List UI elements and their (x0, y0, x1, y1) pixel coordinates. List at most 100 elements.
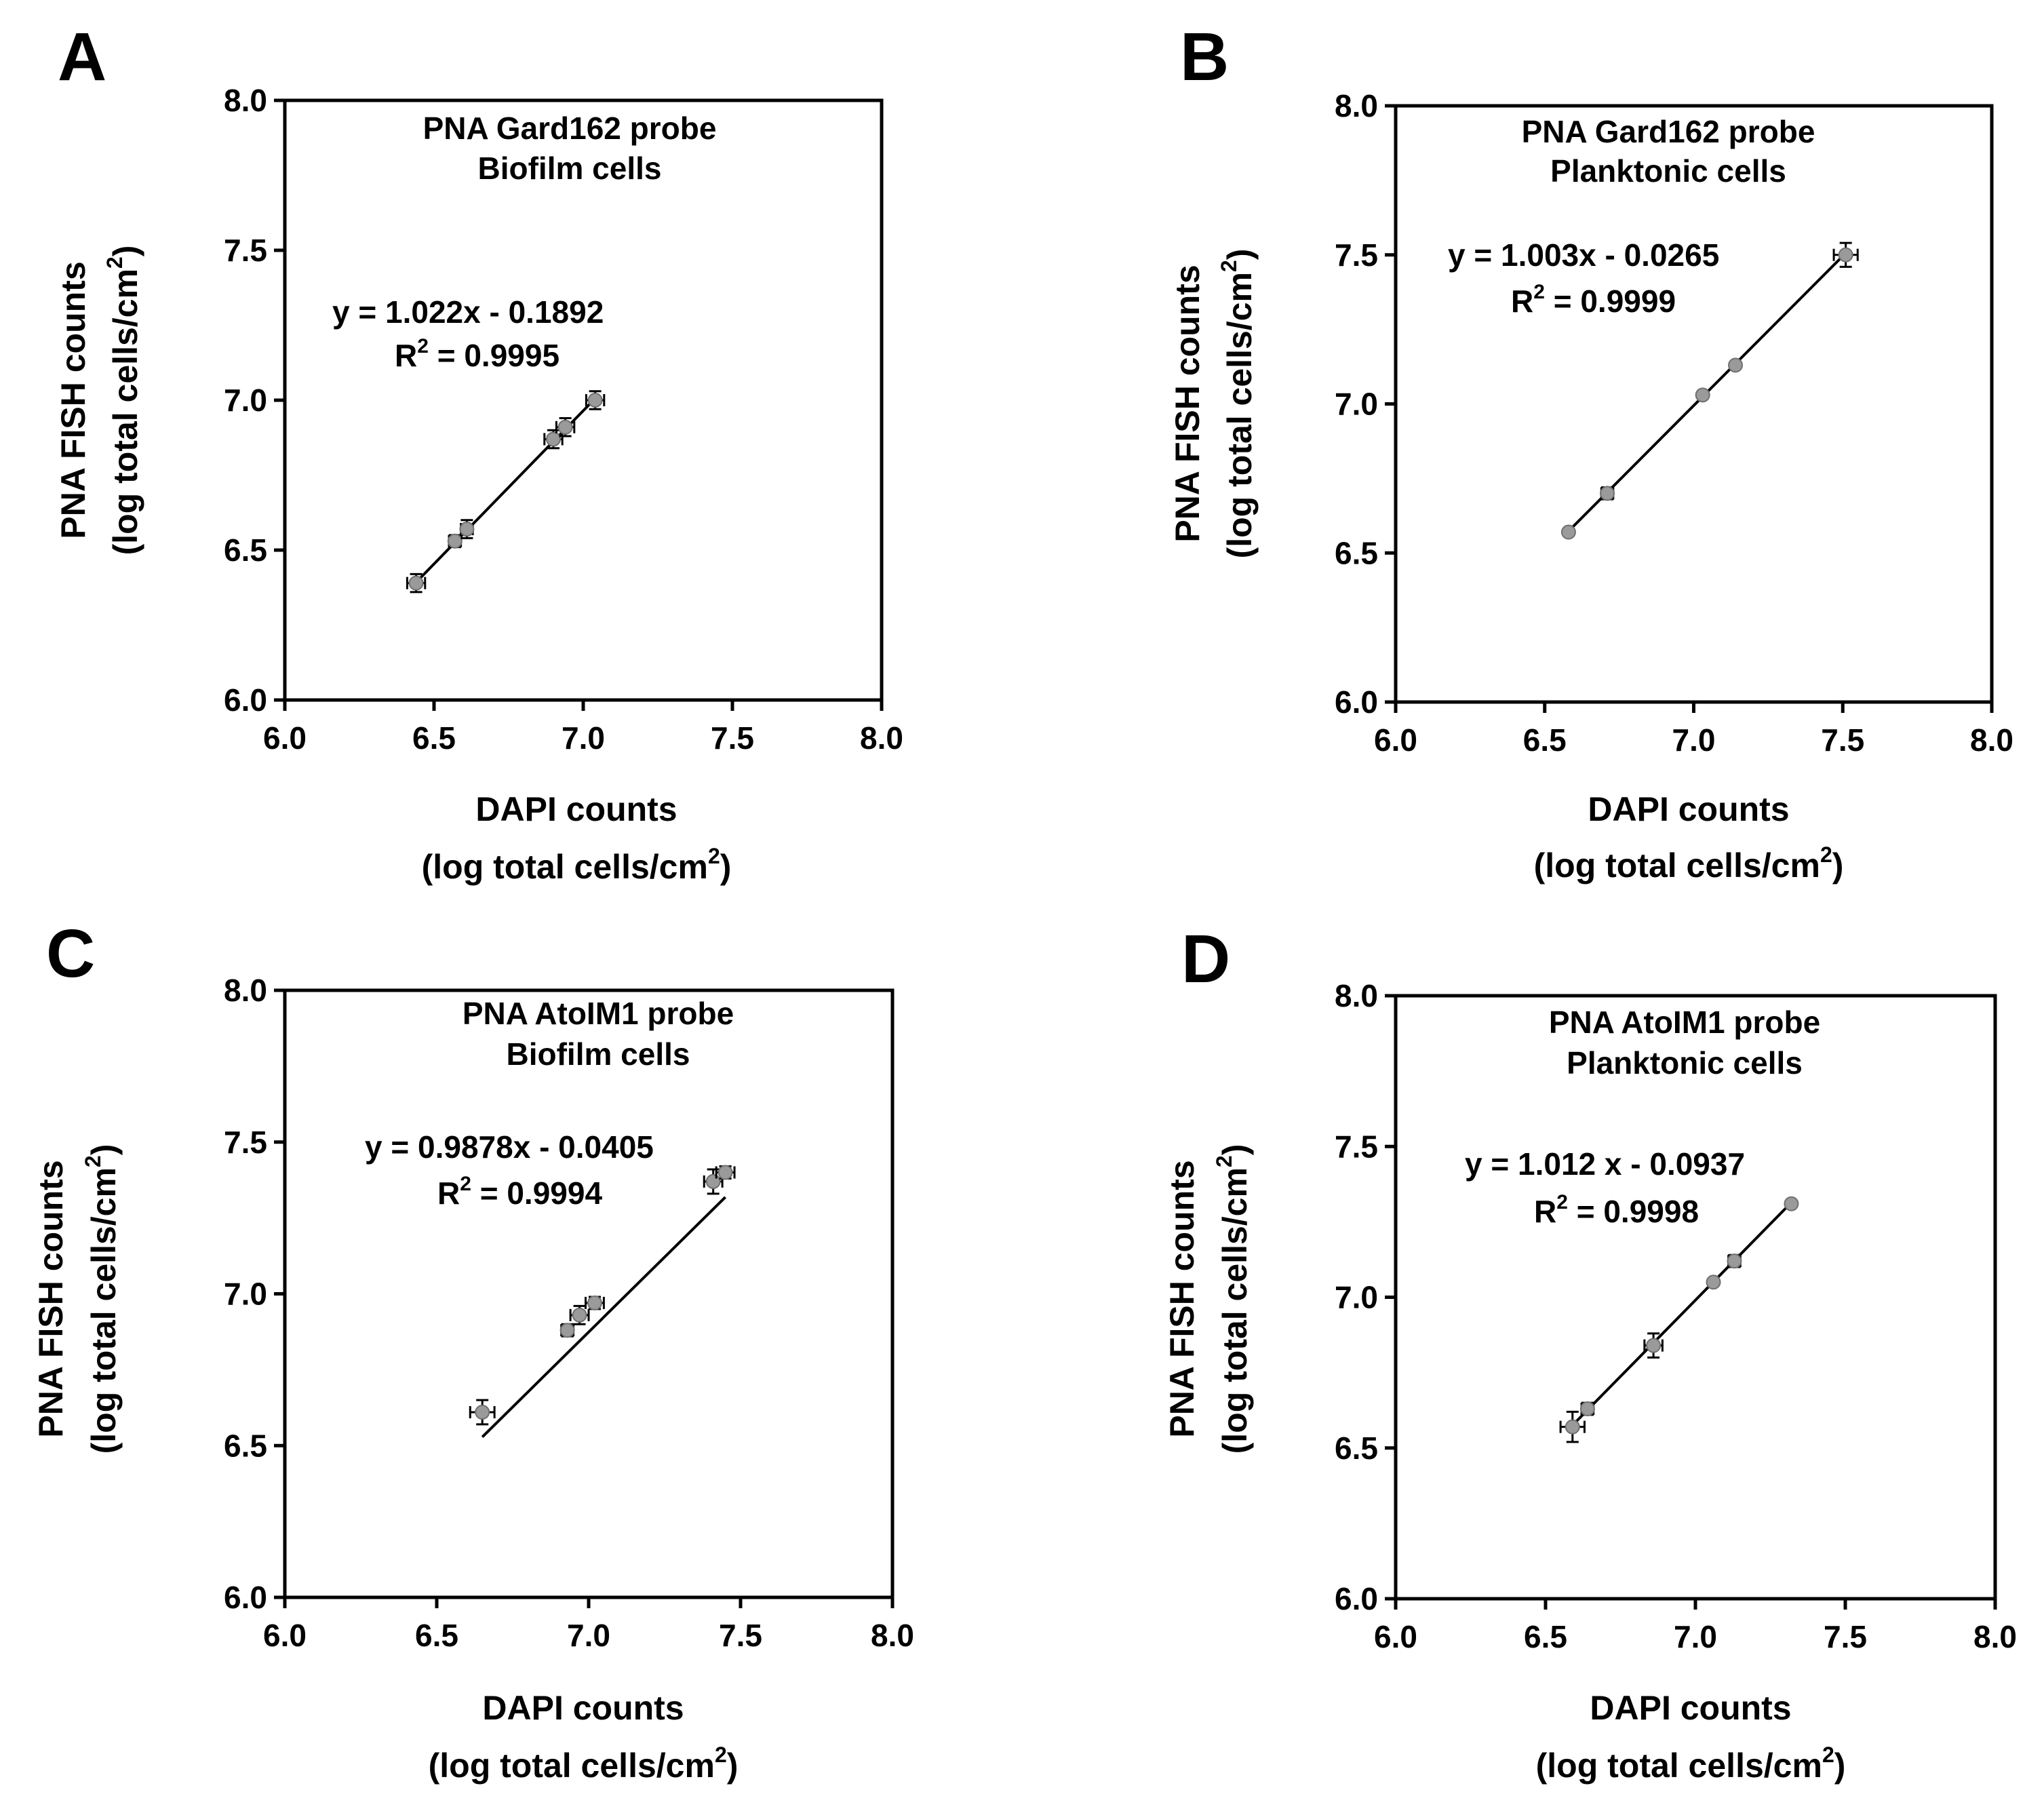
x-axis-title: DAPI counts (1588, 790, 1789, 828)
y-axis-units-group: (log total cells/cm2) (1212, 1144, 1254, 1454)
y-axis-units-group: (log total cells/cm2) (81, 1144, 123, 1454)
data-marker (1706, 1275, 1721, 1290)
plot-title-line-1: PNA Gard162 probe (1522, 114, 1815, 149)
y-tick-label: 7.5 (1335, 237, 1378, 273)
y-tick-label: 7.0 (224, 383, 267, 418)
y-tick-label: 7.0 (224, 1277, 267, 1312)
fit-line (1571, 1201, 1792, 1426)
y-axis-title: PNA FISH counts (1168, 265, 1206, 542)
x-tick-label: 7.0 (1672, 722, 1716, 758)
data-point (1727, 1253, 1742, 1269)
fit-equation: y = 1.003x - 0.0265 (1448, 237, 1719, 273)
data-marker (1695, 387, 1710, 403)
x-tick-label: 7.0 (1674, 1619, 1717, 1654)
fit-equation: y = 0.9878x - 0.0405 (365, 1129, 654, 1165)
y-axis-title-group: PNA FISH counts (1168, 265, 1206, 542)
y-tick-label: 6.0 (1335, 684, 1378, 720)
y-tick-label: 7.0 (1335, 387, 1378, 422)
data-point (715, 1165, 736, 1180)
x-axis-title: DAPI counts (482, 1689, 684, 1727)
data-point (1579, 1401, 1595, 1416)
data-marker (587, 393, 603, 408)
data-point (569, 1304, 590, 1325)
y-axis-title: PNA FISH counts (32, 1160, 70, 1437)
x-tick-label: 6.0 (263, 1618, 307, 1653)
data-point (555, 417, 576, 437)
plot-title-line-2: Planktonic cells (1567, 1045, 1803, 1081)
data-marker (559, 1323, 575, 1338)
fit-equation: y = 1.022x - 0.1892 (332, 294, 604, 330)
data-point (1559, 1410, 1586, 1443)
data-point (447, 533, 463, 549)
x-tick-label: 6.5 (1523, 722, 1567, 758)
x-tick-label: 6.5 (1524, 1619, 1567, 1654)
x-axis-units: (log total cells/cm2) (429, 1743, 739, 1785)
data-point (406, 572, 427, 594)
data-point (459, 519, 475, 539)
y-tick-label: 7.0 (1335, 1280, 1378, 1315)
plot-area: 6.0 6.5 7.0 7.5 8.0 6.0 6.5 7.0 7.5 8.0 (1335, 88, 2013, 758)
data-marker (1784, 1196, 1799, 1211)
data-marker (1728, 357, 1744, 373)
x-tick-label: 6.0 (1374, 1619, 1417, 1654)
r-squared: R2 = 0.9999 (1511, 281, 1676, 319)
data-point (1695, 387, 1710, 403)
x-tick-label: 8.0 (871, 1618, 914, 1653)
data-point (1728, 357, 1744, 373)
y-tick-label: 6.5 (1335, 1431, 1378, 1466)
data-marker (546, 431, 561, 447)
data-marker (447, 533, 463, 549)
data-marker (459, 522, 475, 537)
plot-area: 6.0 6.5 7.0 7.5 8.0 6.0 6.5 7.0 7.5 8.0 (224, 83, 903, 756)
panel-b: B PNA Gard162 probe Planktonic cells y =… (1168, 19, 2013, 884)
x-tick-label: 7.5 (1821, 722, 1864, 758)
x-tick-label: 8.0 (860, 720, 903, 756)
x-tick-label: 8.0 (1970, 722, 2013, 758)
data-marker (408, 575, 424, 591)
y-tick-label: 8.0 (1335, 978, 1378, 1013)
y-axis-units: (log total cells/cm2) (1212, 1144, 1254, 1454)
data-marker (475, 1405, 490, 1420)
panel-c: C PNA AtoIM1 probe Biofilm cells y = 0.9… (32, 916, 914, 1785)
x-tick-label: 7.0 (567, 1618, 610, 1653)
plot-title-line-1: PNA Gard162 probe (423, 111, 717, 146)
y-axis-units: (log total cells/cm2) (1217, 249, 1259, 559)
plot-title-line-2: Planktonic cells (1550, 153, 1786, 189)
y-tick-label: 6.5 (224, 1428, 267, 1463)
y-axis-title-group: PNA FISH counts (54, 261, 92, 539)
r-squared: R2 = 0.9994 (437, 1173, 602, 1211)
y-axis-title: PNA FISH counts (1163, 1160, 1201, 1437)
plot-title-line-2: Biofilm cells (478, 151, 662, 186)
data-point (1643, 1332, 1664, 1359)
x-axis-units: (log total cells/cm2) (422, 844, 732, 886)
x-tick-label: 6.5 (415, 1618, 458, 1653)
x-tick-label: 7.5 (1824, 1619, 1867, 1654)
data-point (1560, 524, 1576, 540)
plot-title-line-1: PNA AtoIM1 probe (463, 996, 734, 1031)
data-point (559, 1323, 575, 1338)
y-tick-label: 8.0 (224, 973, 267, 1008)
y-tick-label: 6.5 (1335, 535, 1378, 570)
r-squared: R2 = 0.9995 (395, 335, 559, 373)
y-axis-units: (log total cells/cm2) (81, 1144, 123, 1454)
x-tick-label: 7.0 (562, 720, 605, 756)
data-marker (587, 1295, 602, 1310)
data-marker (1838, 247, 1853, 262)
y-tick-label: 6.0 (224, 682, 267, 718)
r-squared: R2 = 0.9998 (1534, 1191, 1699, 1229)
y-tick-label: 8.0 (1335, 88, 1378, 123)
data-point (1832, 241, 1859, 268)
y-tick-label: 6.0 (224, 1580, 267, 1615)
panel-letter: A (58, 19, 106, 95)
y-axis-units-group: (log total cells/cm2) (1217, 249, 1259, 559)
fit-equation: y = 1.012 x - 0.0937 (1465, 1146, 1745, 1182)
y-tick-label: 8.0 (224, 83, 267, 118)
data-marker (1560, 524, 1576, 540)
data-point (1706, 1275, 1721, 1290)
data-point (585, 390, 606, 410)
y-axis-units-group: (log total cells/cm2) (102, 246, 144, 556)
x-axis-title: DAPI counts (1590, 1689, 1791, 1727)
x-axis-units: (log total cells/cm2) (1536, 1743, 1846, 1785)
y-tick-label: 7.5 (224, 1125, 267, 1160)
data-point (1600, 486, 1615, 501)
